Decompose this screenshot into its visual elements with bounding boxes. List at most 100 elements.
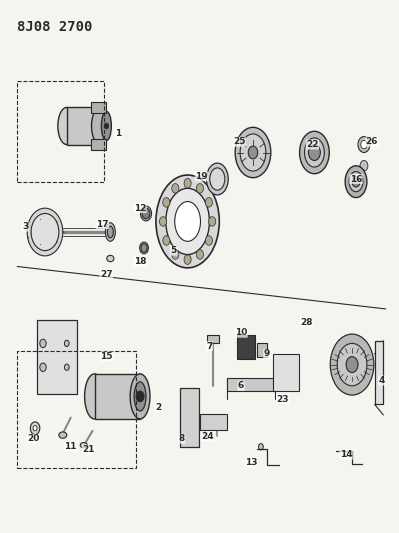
Ellipse shape: [58, 108, 76, 144]
Circle shape: [361, 140, 367, 149]
Ellipse shape: [349, 172, 363, 192]
Text: 12: 12: [134, 204, 146, 213]
Text: 20: 20: [27, 434, 39, 443]
Bar: [17, 351, 136, 468]
Text: 19: 19: [195, 172, 208, 181]
Ellipse shape: [209, 216, 216, 226]
Ellipse shape: [101, 111, 111, 141]
Ellipse shape: [196, 250, 203, 259]
Text: 17: 17: [96, 220, 109, 229]
Bar: [17, 81, 105, 182]
Ellipse shape: [172, 183, 179, 193]
Text: 18: 18: [134, 257, 146, 265]
FancyBboxPatch shape: [37, 319, 77, 394]
Ellipse shape: [107, 226, 113, 238]
Text: 8: 8: [178, 434, 185, 443]
Text: 5: 5: [171, 246, 177, 255]
Ellipse shape: [184, 255, 191, 264]
Ellipse shape: [134, 382, 146, 411]
Ellipse shape: [205, 198, 212, 207]
Circle shape: [352, 176, 360, 187]
Ellipse shape: [31, 214, 59, 251]
Ellipse shape: [196, 183, 203, 193]
Ellipse shape: [337, 343, 367, 386]
Ellipse shape: [304, 138, 324, 167]
FancyBboxPatch shape: [375, 341, 383, 405]
Ellipse shape: [358, 136, 370, 152]
Ellipse shape: [105, 123, 109, 128]
Ellipse shape: [105, 223, 115, 241]
Circle shape: [33, 425, 37, 431]
Text: 11: 11: [65, 442, 77, 451]
Ellipse shape: [206, 163, 228, 195]
Ellipse shape: [130, 374, 150, 419]
Ellipse shape: [140, 206, 152, 221]
Text: 16: 16: [350, 174, 362, 183]
Text: 22: 22: [306, 140, 319, 149]
Ellipse shape: [156, 175, 219, 268]
Ellipse shape: [235, 127, 271, 177]
Text: 10: 10: [235, 328, 247, 337]
Ellipse shape: [160, 216, 167, 226]
Ellipse shape: [300, 131, 329, 174]
Text: 1: 1: [115, 130, 121, 139]
Ellipse shape: [345, 166, 367, 198]
Circle shape: [40, 339, 46, 348]
FancyBboxPatch shape: [257, 343, 267, 357]
Ellipse shape: [184, 179, 191, 188]
Text: 2: 2: [155, 402, 161, 411]
FancyBboxPatch shape: [91, 102, 107, 113]
Ellipse shape: [140, 242, 148, 254]
Text: 26: 26: [365, 138, 378, 147]
Text: 9: 9: [264, 350, 270, 359]
Circle shape: [136, 391, 144, 402]
Ellipse shape: [330, 334, 374, 395]
FancyBboxPatch shape: [237, 335, 255, 359]
Ellipse shape: [163, 236, 170, 245]
FancyBboxPatch shape: [207, 335, 219, 343]
FancyBboxPatch shape: [67, 108, 101, 144]
Text: 27: 27: [100, 270, 113, 279]
Text: 14: 14: [340, 450, 352, 459]
Text: 23: 23: [277, 394, 289, 403]
FancyBboxPatch shape: [227, 378, 275, 391]
Ellipse shape: [205, 236, 212, 245]
Text: 4: 4: [379, 376, 385, 385]
Circle shape: [360, 160, 368, 171]
Circle shape: [30, 422, 40, 434]
Circle shape: [64, 340, 69, 346]
Circle shape: [346, 357, 358, 373]
Ellipse shape: [91, 108, 109, 144]
Ellipse shape: [107, 255, 114, 262]
Text: 7: 7: [206, 342, 213, 351]
Ellipse shape: [240, 134, 266, 171]
Circle shape: [142, 208, 150, 219]
FancyBboxPatch shape: [95, 374, 140, 419]
Circle shape: [141, 244, 147, 252]
Ellipse shape: [27, 208, 63, 256]
FancyBboxPatch shape: [91, 139, 107, 150]
Circle shape: [40, 363, 46, 372]
Text: 21: 21: [82, 445, 95, 454]
Ellipse shape: [166, 188, 209, 255]
Ellipse shape: [175, 201, 200, 241]
Ellipse shape: [163, 198, 170, 207]
FancyBboxPatch shape: [273, 354, 298, 391]
Ellipse shape: [59, 432, 67, 438]
Text: 15: 15: [100, 352, 113, 361]
Text: 8J08 2700: 8J08 2700: [17, 20, 93, 34]
Text: 25: 25: [233, 138, 245, 147]
Ellipse shape: [80, 442, 87, 448]
FancyBboxPatch shape: [180, 389, 200, 447]
Text: 24: 24: [201, 432, 214, 441]
Text: 6: 6: [238, 381, 244, 390]
Circle shape: [248, 146, 258, 159]
Ellipse shape: [210, 168, 225, 190]
Circle shape: [259, 443, 263, 450]
Ellipse shape: [85, 374, 105, 419]
FancyBboxPatch shape: [200, 414, 227, 430]
Text: 3: 3: [22, 222, 28, 231]
Ellipse shape: [172, 250, 179, 259]
Text: 13: 13: [245, 458, 257, 467]
Circle shape: [308, 144, 320, 160]
